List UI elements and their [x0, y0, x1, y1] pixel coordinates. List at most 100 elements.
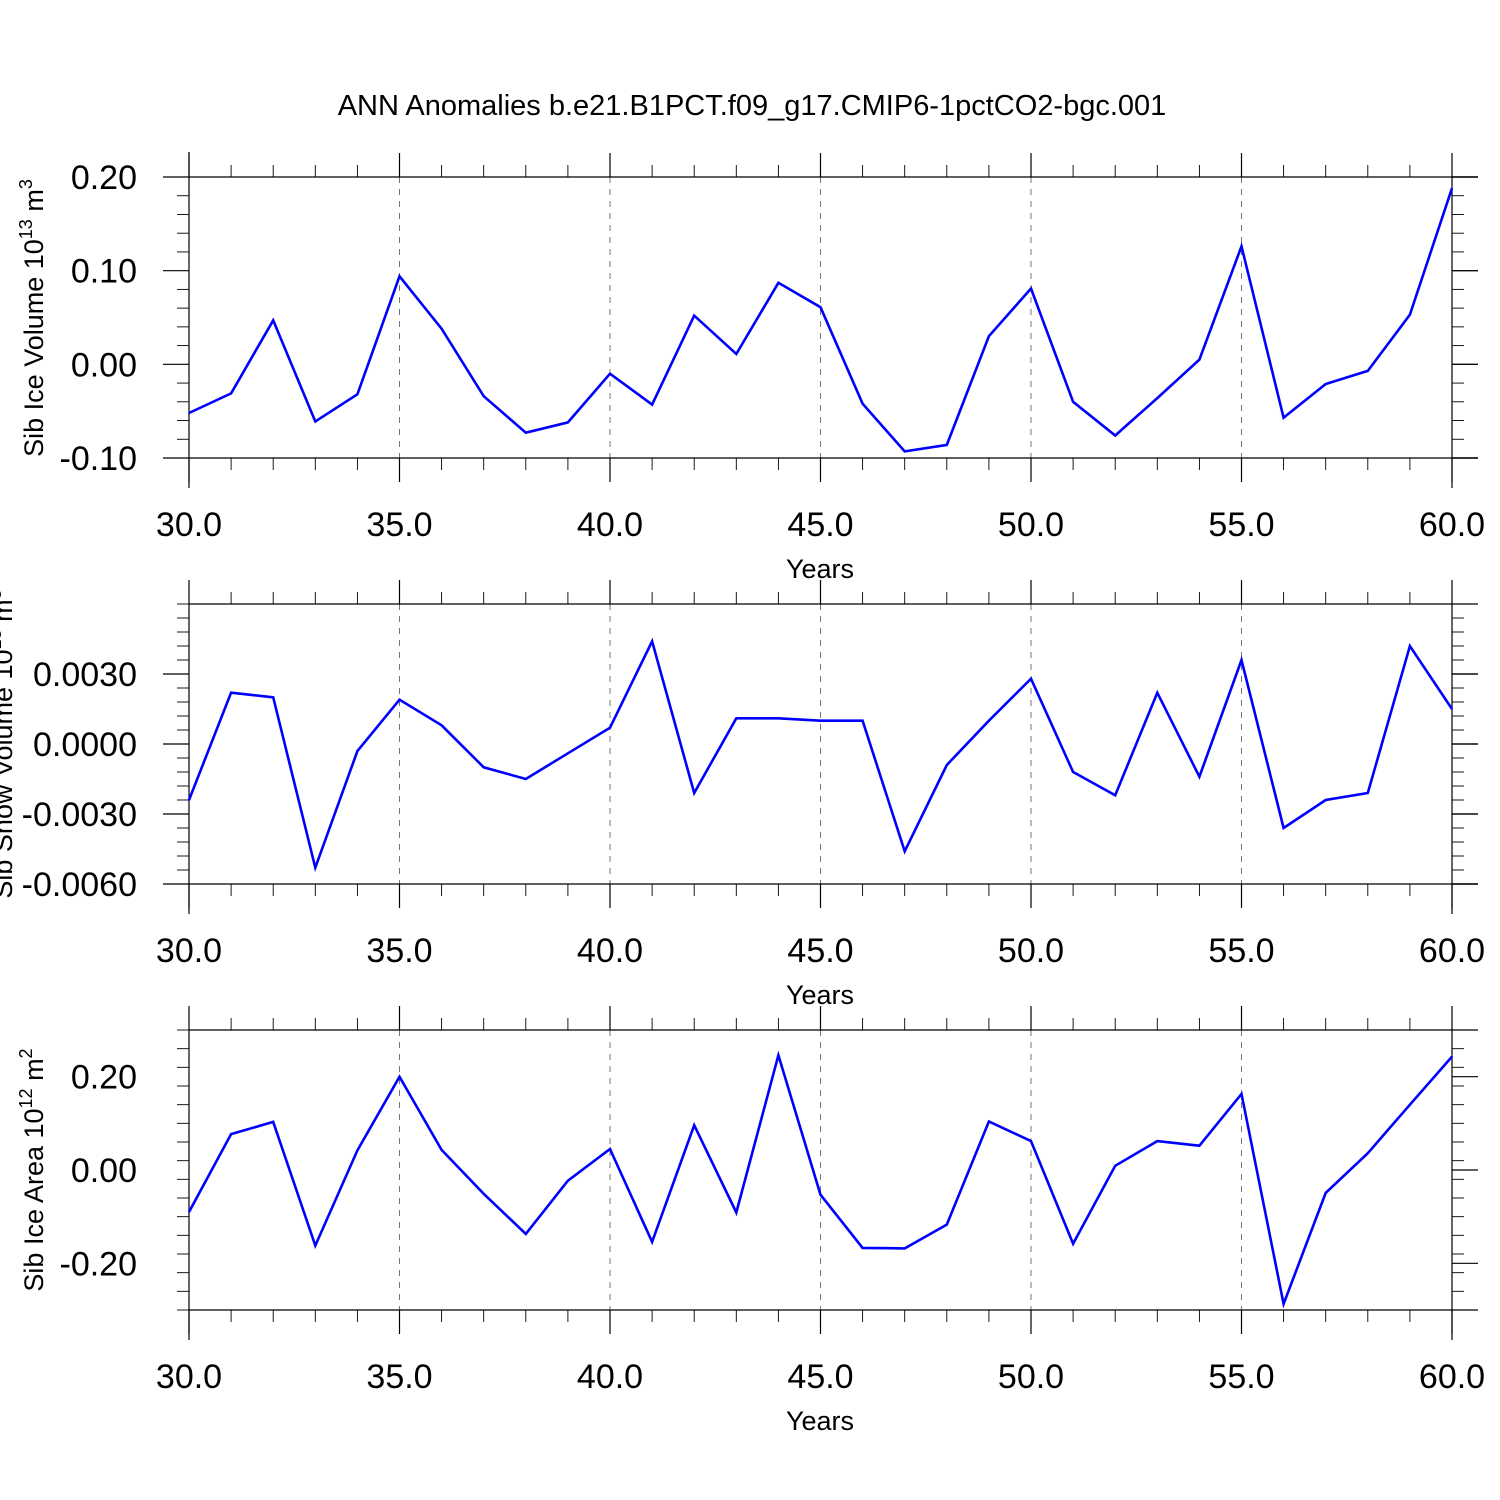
data-point: [1156, 691, 1159, 694]
panel-3: -0.20 0.00 0.20 30.0 35.0 40.0 45.0 50.0 55.0 60.…: [16, 1006, 1485, 1436]
data-point: [609, 726, 611, 729]
data-point: [1240, 1093, 1243, 1095]
y-tick-label: 0.20: [71, 1059, 137, 1097]
data-point: [1030, 677, 1032, 680]
x-tick-label: 40.0: [577, 506, 643, 544]
data-point: [314, 866, 317, 869]
data-point: [693, 314, 695, 317]
y-tick-label: 0.00: [71, 1152, 137, 1190]
data-point: [314, 420, 317, 423]
data-point: [777, 282, 780, 284]
y-tick-label: 0.20: [71, 159, 137, 197]
data-point: [1324, 799, 1327, 801]
data-point: [1072, 401, 1074, 403]
x-tick-label: 55.0: [1208, 1358, 1274, 1396]
data-point: [440, 327, 443, 330]
y-tick-label: 0.00: [71, 346, 137, 384]
data-point: [693, 1124, 695, 1126]
x-tick-label: 45.0: [787, 506, 853, 544]
data-point: [188, 1211, 190, 1213]
x-axis-label: Years: [786, 1406, 854, 1436]
data-point: [272, 696, 275, 699]
data-point: [440, 1149, 443, 1151]
data-point: [1072, 1242, 1074, 1245]
data-point: [398, 1075, 401, 1078]
data-point: [609, 372, 611, 375]
data-point: [525, 1233, 527, 1235]
x-tick-label: 35.0: [366, 506, 432, 544]
x-tick-label: 40.0: [577, 1358, 643, 1396]
data-point: [1324, 383, 1327, 385]
data-point: [314, 1244, 317, 1247]
panel-2: -0.0060 -0.0030 0.0000 0.0030 30.0 35.0 40.0 45…: [0, 580, 1485, 1010]
data-point: [651, 1241, 653, 1243]
data-point: [1451, 708, 1453, 710]
y-tick-label: -0.10: [60, 440, 138, 478]
y-tick-label: -0.0030: [22, 796, 137, 834]
data-point: [1114, 1165, 1116, 1167]
x-axis-label: Years: [786, 980, 854, 1010]
data-point: [230, 1133, 232, 1135]
data-point: [1367, 1152, 1369, 1154]
data-point: [567, 1179, 569, 1182]
x-tick-label: 50.0: [998, 1358, 1064, 1396]
data-point: [1114, 434, 1116, 437]
data-point: [567, 752, 569, 755]
y-axis-label: Sib Ice Volume 1013 m3: [16, 179, 49, 457]
data-point: [1409, 1103, 1411, 1106]
data-point: [651, 640, 653, 643]
x-tick-label: 45.0: [787, 1358, 853, 1396]
data-point: [1072, 771, 1074, 773]
data-point: [567, 421, 569, 424]
data-point: [1198, 358, 1201, 361]
x-tick-label: 50.0: [998, 932, 1064, 970]
data-point: [525, 778, 527, 780]
data-point: [988, 335, 990, 338]
data-point: [988, 719, 990, 722]
data-point: [482, 766, 485, 769]
y-tick-label: -0.0060: [22, 866, 137, 904]
data-point: [861, 402, 864, 405]
data-point: [777, 717, 780, 720]
data-point: [356, 393, 359, 396]
data-point: [693, 792, 695, 794]
data-point: [398, 698, 401, 701]
data-point: [1282, 827, 1285, 829]
data-point: [230, 392, 232, 395]
data-point: [1282, 416, 1285, 419]
x-tick-label: 35.0: [366, 932, 432, 970]
data-point: [735, 717, 738, 720]
data-point: [188, 799, 190, 801]
x-tick-label: 60.0: [1419, 506, 1485, 544]
x-tick-label: 30.0: [156, 1358, 222, 1396]
data-point: [946, 1223, 948, 1226]
data-point: [188, 412, 190, 414]
y-tick-label: 0.0000: [33, 726, 137, 764]
data-point: [482, 1193, 485, 1195]
data-point: [482, 395, 485, 397]
data-point: [988, 1120, 990, 1123]
x-tick-label: 55.0: [1208, 506, 1274, 544]
data-point: [1409, 313, 1411, 316]
data-point: [1240, 659, 1243, 661]
data-point: [356, 750, 359, 752]
data-point: [1030, 1140, 1032, 1142]
x-tick-label: 30.0: [156, 506, 222, 544]
data-point: [1156, 397, 1159, 399]
y-tick-label: 0.0030: [33, 656, 137, 694]
panels: -0.10 0.00 0.10 0.20 30.0 35.0 40.0 45.0 50.0 55.…: [0, 152, 1485, 1436]
data-point: [230, 691, 232, 694]
data-point: [1240, 245, 1243, 248]
data-point: [819, 1193, 822, 1196]
data-point: [1156, 1140, 1159, 1142]
data-point: [1114, 794, 1116, 797]
data-point: [1367, 370, 1369, 372]
data-point: [777, 1054, 780, 1056]
data-point: [1451, 187, 1453, 190]
data-point: [356, 1149, 359, 1152]
data-point: [1367, 792, 1369, 794]
y-axis-label: Sib Ice Area 1012 m2: [16, 1048, 49, 1291]
data-point: [946, 444, 948, 446]
data-point: [735, 353, 738, 355]
